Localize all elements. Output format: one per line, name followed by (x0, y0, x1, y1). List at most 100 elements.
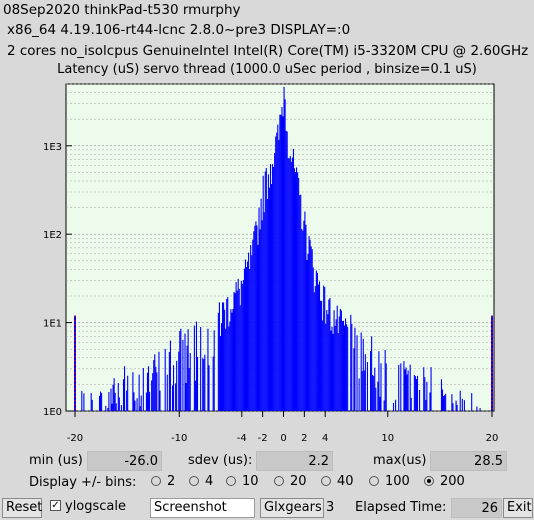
histogram-bar (341, 320, 343, 411)
histogram-bar (123, 366, 126, 411)
histogram-bar (186, 345, 188, 411)
histogram-bar (100, 391, 102, 411)
histogram-bar (268, 187, 271, 411)
histogram-bar (110, 388, 112, 411)
histogram-bar (176, 360, 178, 411)
histogram-bar (360, 332, 362, 411)
bins-radio-20[interactable]: 20 (274, 474, 307, 489)
histogram-bar (243, 268, 245, 411)
histogram-bar (229, 321, 231, 411)
histogram-bar (307, 253, 309, 411)
histogram-bar (262, 175, 264, 411)
histogram-bar (151, 380, 153, 411)
histogram-bar (362, 338, 364, 411)
radio-indicator (369, 475, 379, 486)
histogram-bar (429, 392, 431, 411)
histogram-bar (392, 403, 395, 411)
checkmark-icon: ✓ (50, 500, 61, 511)
exit-button[interactable]: Exit (503, 498, 533, 518)
histogram-bar (281, 107, 283, 412)
histogram-bar (309, 239, 311, 411)
histogram-bar (410, 397, 412, 411)
histogram-bar (272, 164, 274, 411)
chart-title: Latency (uS) servo thread (1000.0 uSec p… (57, 62, 477, 77)
screenshot-button[interactable]: Screenshot (150, 498, 255, 518)
histogram-bar (445, 393, 447, 411)
max-label: max(us) (373, 453, 427, 468)
histogram-bar (108, 392, 110, 411)
histogram-bar (404, 369, 406, 411)
bins-radio-200[interactable]: 200 (424, 474, 465, 489)
histogram-bar (138, 374, 140, 411)
histogram-bar (235, 282, 237, 411)
histogram-bar (288, 158, 290, 411)
histogram-bar (414, 376, 416, 411)
histogram-bar (154, 354, 156, 411)
histogram-bar (257, 244, 259, 411)
histogram-bar (416, 375, 419, 411)
min-label: min (us) (29, 453, 83, 468)
bins-radio-4[interactable]: 4 (189, 474, 213, 489)
histogram-bar (285, 130, 287, 412)
histogram-bar (479, 408, 481, 411)
histogram-bar (292, 148, 294, 411)
histogram-bar (269, 164, 272, 411)
histogram-bar (377, 381, 379, 411)
bins-radio-10[interactable]: 10 (226, 474, 259, 489)
histogram-bar (156, 372, 158, 411)
y-tick-label: 1E1 (43, 319, 62, 330)
histogram-bar (105, 405, 107, 411)
histogram-bar (111, 403, 113, 411)
histogram-bar (239, 305, 241, 411)
y-tick-label: 1E0 (43, 407, 62, 418)
histogram-bar (321, 300, 323, 411)
histogram-bar (127, 375, 129, 411)
histogram-bar (244, 259, 247, 411)
histogram-bar (166, 374, 168, 411)
cpu-info-line: 2 cores no_isolcpus GenuineIntel Intel(R… (7, 43, 529, 59)
histogram-bar (308, 235, 310, 411)
bins-radio-2[interactable]: 2 (151, 474, 175, 489)
histogram-bar (240, 280, 242, 411)
histogram-bar (164, 348, 166, 411)
histogram-bar (139, 406, 141, 411)
histogram-bar (332, 333, 334, 411)
histogram-bar (168, 352, 170, 411)
histogram-bar (228, 326, 230, 411)
x-tick-label: 0 (280, 433, 286, 444)
histogram-bar (353, 348, 355, 411)
histogram-bar (264, 171, 266, 411)
histogram-bar (245, 267, 248, 411)
histogram-bar (175, 383, 177, 411)
sdev-label: sdev (us): (188, 453, 253, 468)
histogram-bar (172, 365, 175, 411)
histogram-bar (83, 393, 85, 411)
kernel-info-line: x86_64 4.19.106-rt44-lcnc 2.8.0~pre3 DIS… (7, 22, 351, 38)
ylogscale-checkbox[interactable]: ✓ ylogscale (50, 499, 127, 514)
glxgears-button[interactable]: Glxgears (260, 498, 324, 518)
x-tick-label: 2 (301, 433, 307, 444)
bins-radio-100[interactable]: 100 (369, 474, 410, 489)
histogram-bar (225, 328, 227, 411)
histogram-bar (178, 351, 180, 411)
histogram-bar (395, 399, 397, 411)
bins-label: Display +/- bins: (29, 475, 137, 490)
histogram-bar (81, 391, 83, 411)
bins-radio-40[interactable]: 40 (321, 474, 354, 489)
histogram-bar (378, 351, 380, 411)
histogram-bar (319, 300, 322, 411)
reset-button[interactable]: Reset (2, 498, 42, 518)
histogram-bar (253, 231, 255, 411)
histogram-bar (196, 356, 199, 411)
histogram-bar (282, 116, 284, 411)
histogram-bar (118, 397, 120, 411)
histogram-bar (315, 270, 317, 411)
y-tick-label: 1E2 (43, 230, 62, 241)
histogram-bar (325, 323, 327, 411)
histogram-bar (91, 399, 93, 411)
histogram-bar (230, 309, 232, 411)
histogram-bar (287, 158, 289, 411)
histogram-bar (342, 320, 345, 411)
histogram-bar (182, 339, 184, 411)
histogram-bar (101, 393, 103, 411)
